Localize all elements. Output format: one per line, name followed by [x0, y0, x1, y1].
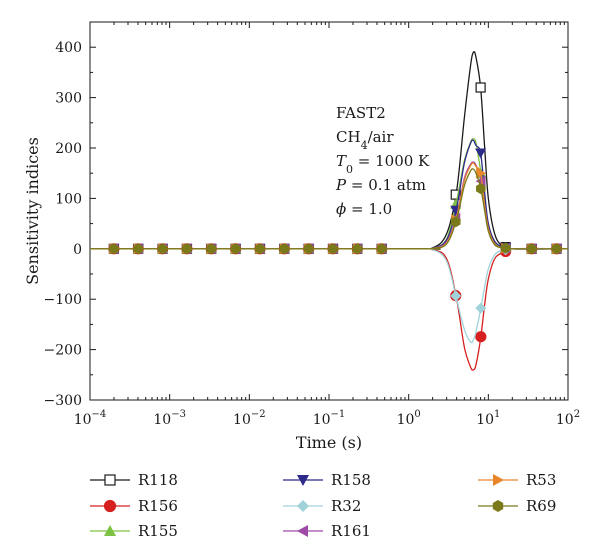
x-tick-label: 10−3: [153, 409, 186, 428]
legend-item-r158: R158: [283, 471, 371, 489]
y-tick-label: 100: [55, 191, 82, 207]
text-group: Time (s) Sensitivity indices: [23, 137, 362, 452]
legend-marker: [103, 499, 117, 513]
data-point: [352, 243, 363, 255]
legend-item-r156: R156: [90, 497, 178, 515]
x-axis-label: Time (s): [296, 433, 362, 452]
legend-item-r53: R53: [478, 471, 556, 489]
series-line: [89, 139, 569, 250]
series-line: [89, 161, 569, 250]
legend-label: R53: [526, 471, 556, 489]
legend-label: R161: [331, 522, 371, 540]
series-line: [89, 247, 569, 371]
legend-marker: [297, 475, 309, 486]
x-tick-label: 10−1: [313, 409, 346, 428]
data-point: [376, 243, 387, 255]
data-point: [475, 82, 486, 93]
legend-marker: [104, 525, 116, 536]
data-point: [206, 243, 217, 255]
data-point: [476, 167, 487, 179]
series-line: [89, 168, 569, 250]
series-line: [89, 247, 569, 344]
series-r118: [89, 51, 569, 254]
y-tick-label: −100: [44, 292, 82, 308]
legend-item-r32: R32: [283, 497, 361, 515]
data-point: [500, 242, 511, 254]
y-tick-label: −200: [44, 343, 82, 359]
series-r32: [89, 243, 569, 344]
data-point: [475, 302, 487, 314]
data-point: [475, 331, 487, 343]
annotation-line: P = 0.1 atm: [335, 176, 426, 194]
data-point: [303, 243, 314, 255]
y-tick-label: −300: [44, 393, 82, 409]
legend-label: R69: [526, 497, 556, 515]
data-point: [109, 243, 119, 255]
data-point: [551, 243, 562, 255]
x-tick-label: 10−2: [233, 409, 266, 428]
data-point: [475, 148, 487, 159]
legend-item-r118: R118: [90, 471, 178, 489]
legend-marker: [492, 500, 504, 512]
data-point: [279, 243, 290, 255]
data-point: [182, 243, 192, 255]
legend-item-r161: R161: [283, 522, 371, 540]
y-tick-label: 300: [55, 91, 82, 107]
legend-marker: [297, 525, 308, 537]
y-tick-label: 0: [73, 242, 82, 258]
data-point: [133, 243, 144, 255]
annotation-line: ϕ = 1.0: [336, 200, 392, 218]
data-point: [328, 243, 338, 255]
series-group: [89, 51, 569, 371]
series-line: [89, 138, 569, 250]
data-point: [255, 243, 265, 255]
legend-item-r155: R155: [90, 522, 178, 540]
data-point: [526, 243, 537, 255]
y-tick-label: 200: [55, 141, 82, 157]
x-tick-label: 101: [476, 409, 500, 428]
data-point: [476, 183, 486, 195]
x-tick-label: 100: [397, 409, 421, 428]
legend-marker: [493, 474, 504, 486]
legend-label: R118: [138, 471, 178, 489]
y-tick-label: 400: [55, 40, 82, 56]
data-point: [475, 175, 486, 187]
series-r155: [89, 138, 569, 254]
legend: R118 R156 R155 R158 R32 R161 R53 R69: [90, 471, 556, 540]
legend-label: R156: [138, 497, 178, 515]
plot-frame: [89, 21, 569, 401]
legend-item-r69: R69: [478, 497, 556, 515]
x-tick-label: 10−4: [74, 409, 107, 428]
legend-marker: [297, 500, 309, 512]
axes-group: −300 −200 −100 0 100 200 300 400 10−4 10−3 10−2 10−…: [44, 21, 580, 428]
legend-marker: [104, 474, 116, 486]
series-r156: [89, 243, 569, 371]
data-point: [230, 243, 241, 255]
legend-label: R155: [138, 522, 178, 540]
x-tick-label: 102: [556, 409, 580, 428]
data-point: [450, 290, 462, 302]
y-axis-label: Sensitivity indices: [23, 137, 42, 285]
series-r161: [89, 161, 569, 255]
annotation-line: CH4/air: [336, 128, 394, 152]
series-r53: [89, 162, 569, 255]
legend-label: R158: [331, 471, 371, 489]
series-r69: [89, 168, 569, 255]
annotation-line: T0 = 1000 K: [336, 152, 430, 176]
series-line: [89, 162, 569, 250]
annotation-line: FAST2: [336, 104, 386, 122]
data-point: [450, 216, 461, 228]
legend-label: R32: [331, 497, 361, 515]
series-line: [89, 51, 569, 250]
data-point: [157, 243, 168, 255]
